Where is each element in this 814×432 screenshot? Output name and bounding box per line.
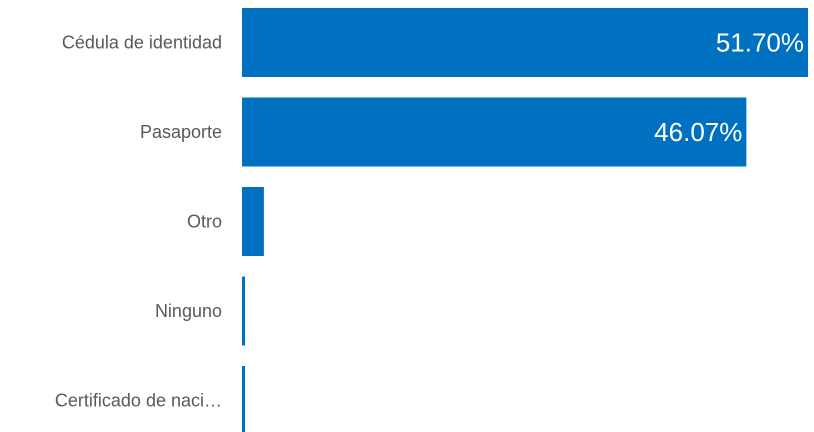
- bars-group: [242, 8, 808, 432]
- category-label-1: Pasaporte: [140, 122, 222, 142]
- data-label-1: 46.07%: [654, 117, 742, 147]
- bar-0: [242, 8, 808, 77]
- bar-1: [242, 97, 747, 167]
- bar-4: [242, 366, 245, 432]
- category-label-3: Ninguno: [155, 301, 222, 321]
- bar-2: [242, 187, 264, 256]
- data-label-0: 51.70%: [716, 28, 804, 58]
- category-label-4: Certificado de naci…: [55, 391, 222, 411]
- category-labels-group: Cédula de identidad Pasaporte Otro Ninguno C…: [55, 33, 222, 411]
- bar-3: [242, 276, 245, 346]
- category-label-2: Otro: [187, 212, 222, 232]
- data-labels-group: 51.70% 46.07%: [654, 28, 804, 148]
- category-label-0: Cédula de identidad: [62, 33, 222, 53]
